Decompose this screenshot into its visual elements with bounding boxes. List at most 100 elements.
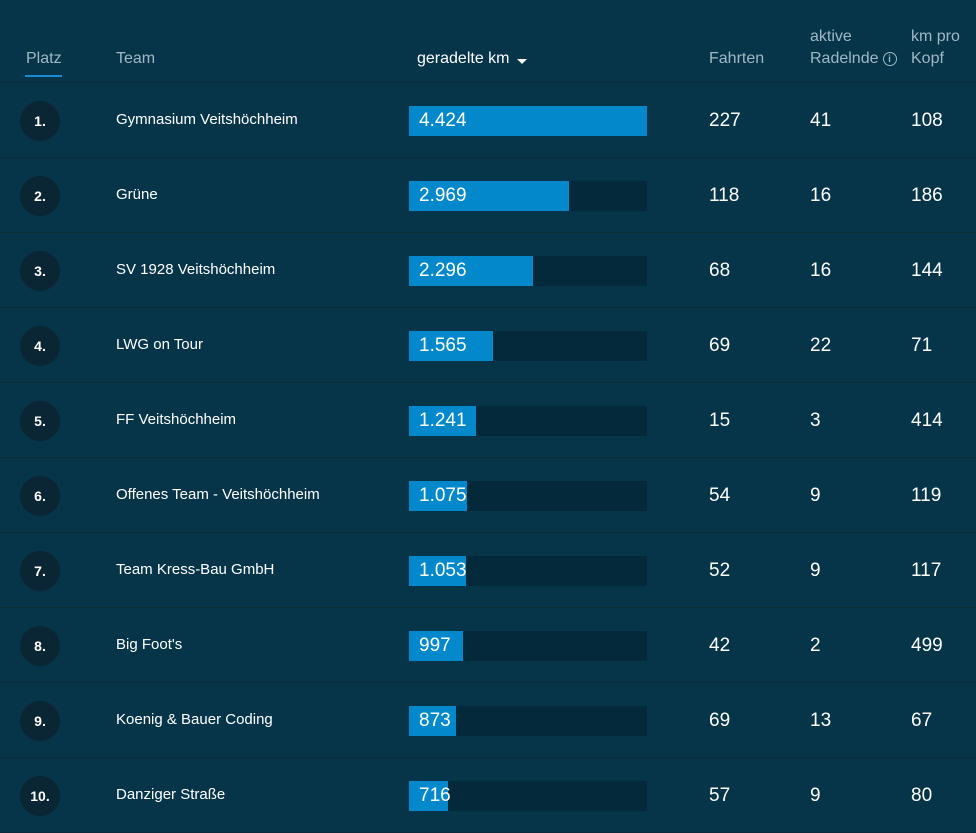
team-name[interactable]: Big Foot's [116, 636, 183, 653]
km-bar-fill [409, 481, 467, 511]
team-name[interactable]: Offenes Team - Veitshöchheim [116, 486, 320, 503]
table-row[interactable]: 6. Offenes Team - Veitshöchheim 1.075 54… [0, 458, 976, 533]
column-header-active-line1: aktive [810, 28, 852, 45]
team-name[interactable]: FF Veitshöchheim [116, 411, 237, 428]
km-value: 2.969 [419, 185, 467, 206]
active-riders-value: 2 [810, 635, 821, 656]
active-riders-value: 13 [810, 710, 832, 731]
km-per-head-value: 499 [911, 635, 943, 656]
km-bar-track: 997 [409, 631, 647, 661]
km-bar-fill [409, 556, 466, 586]
table-row[interactable]: 2. Grüne 2.969 118 16 186 [0, 158, 976, 233]
info-icon[interactable]: i [882, 52, 897, 66]
rides-value: 68 [709, 260, 731, 281]
column-header-active-riders[interactable]: aktive Radelnde i [810, 26, 897, 70]
km-value: 1.241 [419, 410, 467, 431]
rides-value: 118 [709, 185, 740, 206]
rank-badge: 6. [20, 476, 60, 516]
column-header-rank[interactable]: Platz [26, 50, 62, 67]
km-per-head-value: 80 [911, 785, 933, 806]
km-per-head-value: 71 [911, 335, 933, 356]
km-bar-fill [409, 106, 647, 136]
km-bar-fill [409, 331, 493, 361]
rides-value: 69 [709, 335, 731, 356]
team-name[interactable]: LWG on Tour [116, 336, 203, 353]
rides-value: 15 [709, 410, 731, 431]
active-sort-tab-underline [25, 75, 62, 77]
rank-badge: 10. [20, 776, 60, 816]
column-header-km[interactable]: geradelte km [417, 48, 527, 70]
table-row[interactable]: 7. Team Kress-Bau GmbH 1.053 52 9 117 [0, 533, 976, 608]
sort-descending-icon [516, 58, 527, 64]
rides-value: 69 [709, 710, 731, 731]
active-riders-value: 9 [810, 560, 821, 581]
km-bar-fill [409, 631, 463, 661]
rides-value: 42 [709, 635, 731, 656]
km-per-head-value: 186 [911, 185, 943, 206]
rank-badge: 7. [20, 551, 60, 591]
km-value: 1.075 [419, 485, 467, 506]
km-bar-track: 873 [409, 706, 647, 736]
rank-badge: 9. [20, 701, 60, 741]
rides-value: 54 [709, 485, 731, 506]
active-riders-value: 16 [810, 185, 832, 206]
rank-badge: 5. [20, 401, 60, 441]
rides-value: 57 [709, 785, 731, 806]
km-bar-track: 2.969 [409, 181, 647, 211]
table-row[interactable]: 9. Koenig & Bauer Coding 873 69 13 67 [0, 683, 976, 758]
km-per-head-value: 67 [911, 710, 933, 731]
km-per-head-value: 414 [911, 410, 943, 431]
km-per-head-value: 108 [911, 110, 943, 131]
team-name[interactable]: Team Kress-Bau GmbH [116, 561, 275, 578]
rank-badge: 1. [20, 101, 60, 141]
km-value: 716 [419, 785, 451, 806]
km-value: 2.296 [419, 260, 467, 281]
km-per-head-value: 144 [911, 260, 943, 281]
column-header-kmpp-line2: Kopf [911, 50, 944, 67]
rank-badge: 3. [20, 251, 60, 291]
km-bar-fill [409, 181, 569, 211]
table-header: Platz Team geradelte km Fahrten aktive R… [0, 0, 976, 83]
column-header-active-line2: Radelnde [810, 50, 879, 67]
column-header-kmpp-line1: km pro [911, 28, 960, 45]
km-bar-track: 716 [409, 781, 647, 811]
team-name[interactable]: Danziger Straße [116, 786, 226, 803]
km-value: 873 [419, 710, 451, 731]
km-bar-track: 1.565 [409, 331, 647, 361]
km-bar-track: 4.424 [409, 106, 647, 136]
column-header-km-per-head[interactable]: km pro Kopf [911, 26, 960, 70]
km-bar-track: 1.241 [409, 406, 647, 436]
rides-value: 52 [709, 560, 731, 581]
active-riders-value: 9 [810, 785, 821, 806]
active-riders-value: 3 [810, 410, 821, 431]
team-name[interactable]: SV 1928 Veitshöchheim [116, 261, 276, 278]
rides-value: 227 [709, 110, 741, 131]
table-row[interactable]: 10. Danziger Straße 716 57 9 80 [0, 758, 976, 833]
km-bar-fill [409, 406, 476, 436]
km-bar-fill [409, 781, 448, 811]
km-value: 997 [419, 635, 451, 656]
km-per-head-value: 117 [911, 560, 942, 581]
column-header-team[interactable]: Team [116, 50, 156, 67]
table-row[interactable]: 1. Gymnasium Veitshöchheim 4.424 227 41 … [0, 83, 976, 158]
active-riders-value: 41 [810, 110, 832, 131]
table-row[interactable]: 8. Big Foot's 997 42 2 499 [0, 608, 976, 683]
rank-badge: 4. [20, 326, 60, 366]
column-header-rides[interactable]: Fahrten [709, 50, 765, 67]
team-name[interactable]: Gymnasium Veitshöchheim [116, 111, 298, 128]
km-bar-track: 2.296 [409, 256, 647, 286]
table-row[interactable]: 3. SV 1928 Veitshöchheim 2.296 68 16 144 [0, 233, 976, 308]
table-row[interactable]: 4. LWG on Tour 1.565 69 22 71 [0, 308, 976, 383]
active-riders-value: 16 [810, 260, 832, 281]
team-name[interactable]: Koenig & Bauer Coding [116, 711, 273, 728]
km-value: 1.565 [419, 335, 467, 356]
team-name[interactable]: Grüne [116, 186, 158, 203]
rank-badge: 8. [20, 626, 60, 666]
km-value: 1.053 [419, 560, 467, 581]
km-bar-fill [409, 706, 456, 736]
km-bar-track: 1.053 [409, 556, 647, 586]
km-bar-fill [409, 256, 533, 286]
km-value: 4.424 [419, 110, 467, 131]
table-row[interactable]: 5. FF Veitshöchheim 1.241 15 3 414 [0, 383, 976, 458]
